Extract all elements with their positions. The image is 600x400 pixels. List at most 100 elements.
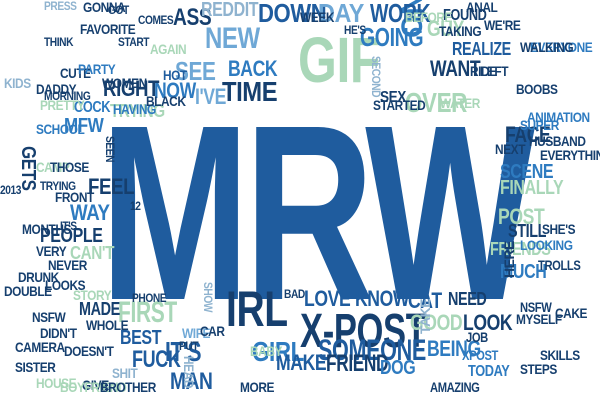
cloud-word: NSFW [520, 299, 552, 315]
cloud-word: MYSELF [516, 311, 562, 327]
cloud-word: X-POST [300, 305, 427, 358]
cloud-word: EVERYTHING [540, 147, 600, 163]
cloud-word: THINK [44, 35, 74, 49]
cloud-word: I'VE [195, 84, 226, 109]
cloud-word: FRIENDS [490, 239, 551, 259]
cloud-word: BABY [250, 343, 283, 359]
cloud-word: HE'S [344, 23, 366, 37]
cloud-word: DIDN'T [40, 325, 77, 341]
cloud-word: FINALLY [500, 177, 564, 199]
cloud-word: SEX [380, 89, 406, 106]
cloud-word: DOWN [258, 0, 327, 28]
cloud-word: STORY [73, 287, 112, 303]
cloud-word: TRYING [40, 179, 76, 193]
cloud-word: BOYFRIEND [60, 379, 127, 395]
cloud-word: BLACK [146, 93, 186, 109]
cloud-word: PHONE [132, 291, 167, 305]
cloud-word: SKILLS [540, 347, 580, 363]
cloud-word: CAN'T [70, 243, 115, 263]
cloud-word: LOOKS [45, 277, 86, 293]
cloud-word: AGAIN [150, 41, 187, 57]
cloud-word: DRUNK [18, 269, 59, 285]
cloud-word: CAR [200, 323, 225, 339]
cloud-word: FOUND [443, 7, 487, 24]
cloud-word: DOUBLE [4, 283, 52, 299]
cloud-word: PUT [179, 339, 199, 353]
cloud-word: JOB [466, 329, 488, 345]
cloud-word: HEAD [181, 356, 197, 389]
cloud-word: EVERYONE [530, 39, 593, 55]
cloud-word: TRYING [110, 101, 165, 121]
cloud-word: WATER [440, 95, 480, 111]
cloud-word: VERY [36, 243, 67, 259]
cloud-word: LOVE [304, 286, 351, 311]
cloud-word: STARTED [373, 97, 426, 113]
cloud-word: LOOK [463, 310, 513, 335]
cloud-word: TAKING [439, 23, 482, 39]
cloud-word: IT'S [60, 219, 77, 233]
cloud-word: CUTE [60, 65, 91, 81]
cloud-word: SHOW [201, 282, 215, 313]
cloud-word: WALKING [520, 39, 574, 55]
cloud-word: GIF [298, 24, 381, 96]
cloud-word: MAN [170, 368, 213, 395]
cloud-word: BACK [228, 56, 278, 81]
cloud-word: TROLLS [538, 257, 581, 273]
cloud-word: BEST [120, 327, 162, 349]
cloud-word: DAY [318, 0, 364, 28]
cloud-word: BEING [427, 336, 481, 361]
cloud-word: 12 [130, 199, 141, 213]
cloud-word: 2013 [0, 183, 21, 197]
cloud-word: COCK [74, 99, 111, 116]
cloud-word: STEPS [520, 361, 557, 377]
cloud-word: GIVE [82, 377, 109, 393]
cloud-word: NEVER [48, 257, 87, 273]
cloud-word: DOG [380, 357, 416, 379]
cloud-word: GOT [108, 3, 129, 17]
cloud-word: SCENE [500, 161, 554, 183]
cloud-word: RIDE [470, 63, 497, 79]
cloud-word: HUSBAND [529, 133, 586, 149]
cloud-word: AMAZING [430, 379, 480, 395]
cloud-word: FACE [505, 122, 551, 147]
cloud-word: IRL [226, 281, 288, 337]
cloud-word: MAKE [276, 350, 327, 375]
cloud-word: KIDS [4, 75, 31, 91]
cloud-word: MORE [240, 379, 274, 395]
cloud-word: SEE [175, 56, 216, 86]
cloud-word: ANAL [466, 0, 498, 15]
cloud-word: FIRST [118, 296, 177, 329]
cloud-word: BROTHER [100, 379, 156, 395]
cloud-word: SCHOOL [36, 121, 85, 137]
cloud-word: DADDY [36, 81, 77, 97]
cloud-word: FRONT [55, 189, 94, 205]
cloud-word: ASS [173, 4, 212, 31]
cloud-word: CAMERA [15, 339, 65, 355]
cloud-word: SECOND [369, 56, 383, 98]
cloud-word: HOUSE [36, 375, 77, 391]
cloud-word: GUY [427, 16, 464, 41]
cloud-word: SUPER [520, 117, 559, 133]
cloud-word: COMES [138, 13, 174, 27]
cloud-word: WANT [430, 56, 481, 81]
cloud-word: POST [498, 204, 545, 229]
cloud-word: TODAY [468, 363, 510, 380]
cloud-word: RIGHT [103, 76, 160, 101]
cloud-word: KNOW [355, 286, 410, 311]
cloud-word: MONTHS [22, 221, 72, 237]
cloud-word: HERE [501, 241, 517, 278]
cloud-word: WE'RE [484, 17, 521, 33]
cloud-word: FAVORITE [80, 21, 136, 37]
cloud-word: MUCH [500, 261, 547, 283]
cloud-word: SEEN [103, 136, 117, 163]
cloud-word: WORK [370, 0, 431, 28]
cloud-word: NSFW [32, 309, 66, 325]
cloud-word: GONNA [83, 0, 126, 15]
cloud-word: FUCK [132, 346, 181, 373]
cloud-word: REDDIT [201, 0, 259, 21]
cloud-word: CAMP [36, 159, 70, 175]
cloud-word: HAVING [113, 101, 156, 117]
cloud-word: MFW [64, 115, 104, 137]
cloud-word: PEOPLE [40, 225, 103, 247]
